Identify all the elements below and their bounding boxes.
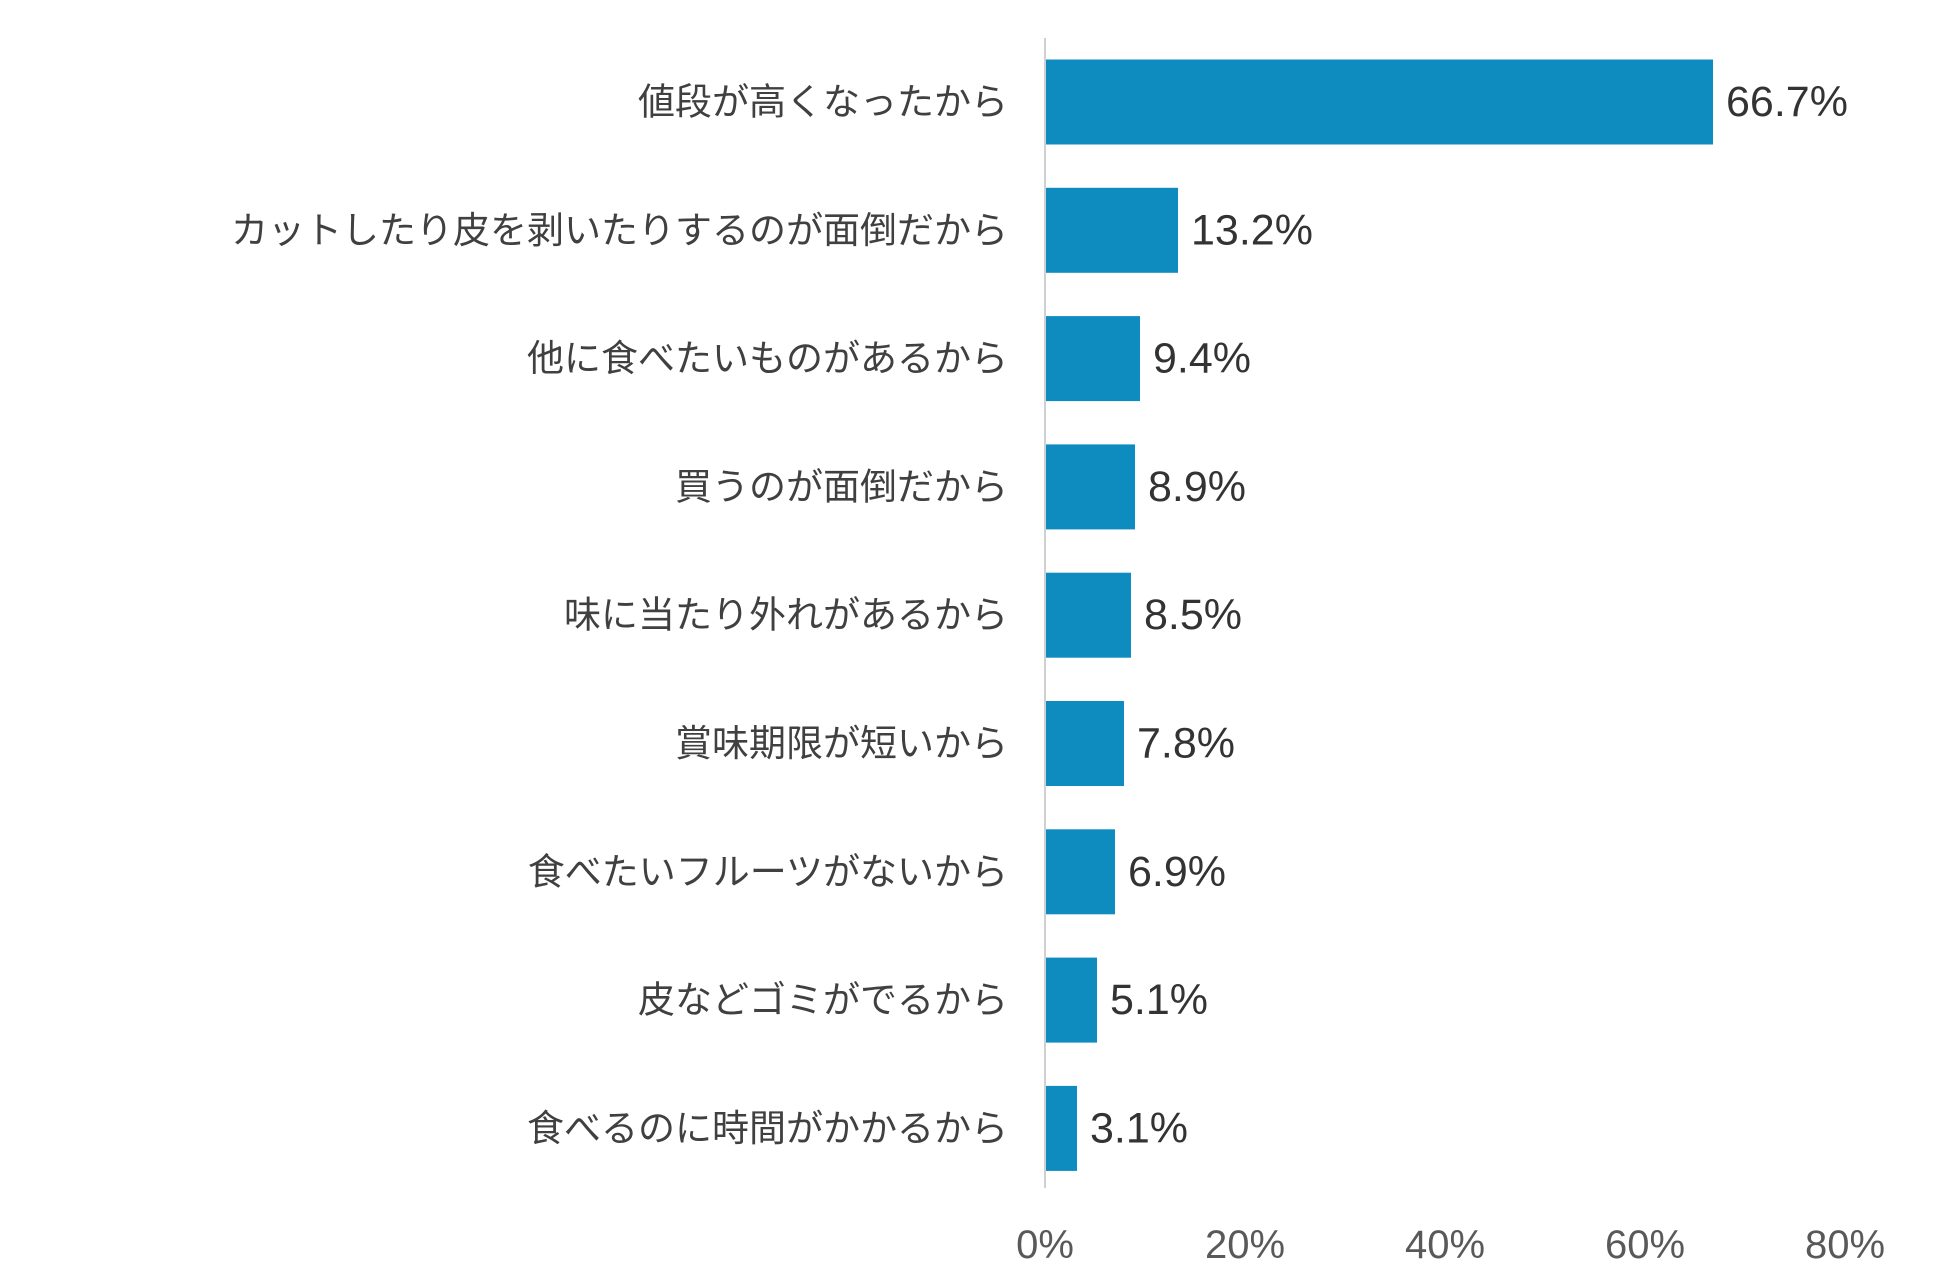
category-label-7: 皮などゴミがでるから <box>638 979 1008 1022</box>
category-label-0: 値段が高くなったから <box>638 81 1008 124</box>
bar-7 <box>1046 957 1097 1043</box>
value-label-2: 9.4% <box>1153 335 1251 383</box>
category-label-3: 買うのが面倒だから <box>675 465 1008 508</box>
x-tick-label-4: 80% <box>1805 1223 1885 1267</box>
x-tick-labels: 0% 20% 40% 60% 80% <box>1016 1223 1885 1267</box>
category-label-6: 食べたいフルーツがないから <box>528 850 1008 893</box>
value-label-4: 8.5% <box>1144 591 1242 639</box>
category-label-8: 食べるのに時間がかかるから <box>527 1107 1008 1150</box>
bar-3 <box>1046 444 1135 530</box>
category-label-1: カットしたり皮を剥いたりするのが面倒だから <box>231 209 1008 252</box>
x-tick-label-3: 60% <box>1605 1223 1685 1267</box>
value-labels: 66.7% 13.2% 9.4% 8.9% 8.5% 7.8% 6.9% 5.1% 3.1% <box>1090 78 1848 1152</box>
value-label-5: 7.8% <box>1137 720 1235 768</box>
value-label-1: 13.2% <box>1191 206 1313 254</box>
x-tick-label-2: 40% <box>1405 1223 1485 1267</box>
value-label-6: 6.9% <box>1128 848 1226 896</box>
value-label-7: 5.1% <box>1110 976 1208 1024</box>
category-labels: 値段が高くなったからカットしたり皮を剥いたりするのが面倒だから他に食べたいものが… <box>231 81 1008 1150</box>
bar-0 <box>1046 59 1713 145</box>
value-label-3: 8.9% <box>1148 463 1246 511</box>
bar-8 <box>1046 1085 1077 1171</box>
category-label-4: 味に当たり外れがあるから <box>564 594 1008 637</box>
bars-group <box>1046 59 1713 1171</box>
value-label-0: 66.7% <box>1726 78 1848 126</box>
category-label-2: 他に食べたいものがあるから <box>527 337 1008 380</box>
x-tick-label-0: 0% <box>1016 1223 1074 1267</box>
x-tick-label-1: 20% <box>1205 1223 1285 1267</box>
bar-1 <box>1046 187 1178 273</box>
bar-5 <box>1046 701 1124 786</box>
bar-4 <box>1046 572 1131 658</box>
bar-6 <box>1046 829 1115 915</box>
category-label-5: 賞味期限が短いから <box>675 722 1008 765</box>
bar-2 <box>1046 316 1140 402</box>
value-label-8: 3.1% <box>1090 1104 1188 1152</box>
